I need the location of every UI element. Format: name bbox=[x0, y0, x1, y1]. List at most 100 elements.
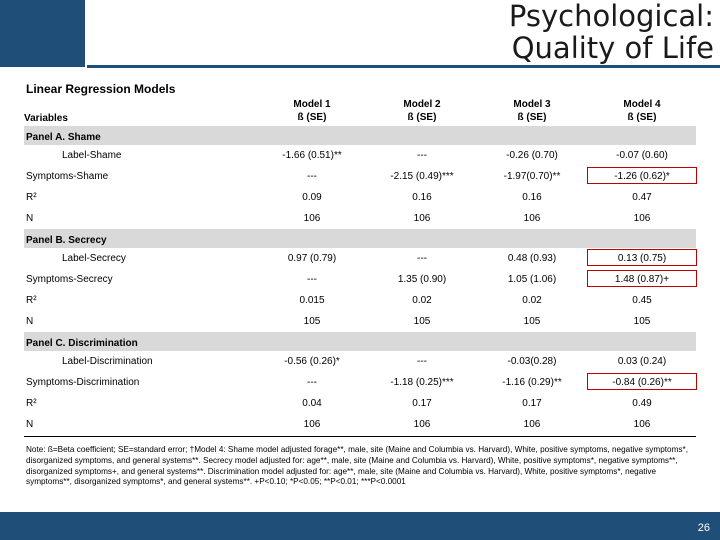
table-cell: 105 bbox=[633, 316, 651, 327]
table-row: Label-Discrimination -0.56 (0.26)* --- -… bbox=[24, 351, 696, 372]
model-1-stat: ß (SE) bbox=[297, 112, 327, 123]
table-cell: 105 bbox=[523, 316, 541, 327]
table-cell: 105 bbox=[413, 316, 431, 327]
table-cell: 0.04 bbox=[302, 398, 322, 409]
footer-bar: 26 bbox=[0, 512, 720, 540]
table-cell: -1.66 (0.51)** bbox=[282, 150, 342, 161]
row-label: R² bbox=[26, 398, 37, 409]
model-2-header: Model 2 ß (SE) bbox=[367, 98, 477, 124]
table-cell: 0.97 (0.79) bbox=[287, 253, 337, 264]
row-label: R² bbox=[26, 295, 37, 306]
table-cell: --- bbox=[307, 274, 317, 285]
table-row: Symptoms-Shame --- -2.15 (0.49)*** -1.97… bbox=[24, 166, 697, 187]
table-cell: 1.35 (0.90) bbox=[397, 274, 447, 285]
row-label: N bbox=[26, 316, 34, 327]
table-cell: --- bbox=[307, 171, 317, 182]
row-label: N bbox=[26, 419, 34, 430]
table-row: R² 0.04 0.17 0.17 0.49 bbox=[24, 393, 696, 414]
table-row: N 106 106 106 106 bbox=[24, 414, 696, 435]
table-cell: --- bbox=[417, 253, 427, 264]
table-cell: 0.45 bbox=[632, 295, 652, 306]
model-1-name: Model 1 bbox=[293, 99, 331, 110]
variables-header: Variables bbox=[24, 113, 68, 124]
table-bottom-rule bbox=[24, 436, 696, 437]
table-cell: -0.07 (0.60) bbox=[616, 150, 668, 161]
table-cell: 105 bbox=[303, 316, 321, 327]
table-row: Label-Secrecy 0.97 (0.79) --- 0.48 (0.93… bbox=[24, 248, 697, 269]
table-cell: 1.05 (1.06) bbox=[507, 274, 557, 285]
table-cell: 0.015 bbox=[299, 295, 325, 306]
highlighted-cell: 0.13 (0.75) bbox=[587, 249, 697, 266]
table-cell: 0.02 bbox=[522, 295, 542, 306]
table-cell: 106 bbox=[523, 419, 541, 430]
panel-c-header: Panel C. Discrimination bbox=[24, 332, 696, 351]
table-cell: --- bbox=[307, 377, 317, 388]
table-cell: 0.49 bbox=[632, 398, 652, 409]
row-label: Symptoms-Shame bbox=[26, 171, 109, 182]
table-row: Label-Shame -1.66 (0.51)** --- -0.26 (0.… bbox=[24, 145, 696, 166]
table-cell: -0.03(0.28) bbox=[507, 356, 557, 367]
table-row: N 106 106 106 106 bbox=[24, 208, 696, 229]
header-rule bbox=[87, 65, 720, 68]
table-cell: 0.17 bbox=[522, 398, 542, 409]
table-cell: 106 bbox=[523, 213, 541, 224]
slide-title-line-1: Psychological: bbox=[508, 0, 714, 33]
table-cell: 0.03 (0.24) bbox=[617, 356, 667, 367]
model-4-stat: ß (SE) bbox=[627, 112, 657, 123]
table-cell: 106 bbox=[413, 213, 431, 224]
panel-c-title: Panel C. Discrimination bbox=[26, 338, 138, 349]
table-cell: 0.09 bbox=[302, 192, 322, 203]
panel-a-header: Panel A. Shame bbox=[24, 126, 696, 145]
model-2-stat: ß (SE) bbox=[407, 112, 437, 123]
table-cell: 106 bbox=[303, 419, 321, 430]
table-row: Symptoms-Discrimination --- -1.18 (0.25)… bbox=[24, 372, 697, 393]
row-label: Symptoms-Discrimination bbox=[26, 377, 140, 388]
table-cell: -1.18 (0.25)*** bbox=[390, 377, 454, 388]
model-3-header: Model 3 ß (SE) bbox=[477, 98, 587, 124]
table-cell: --- bbox=[417, 356, 427, 367]
table-cell: 0.48 (0.93) bbox=[507, 253, 557, 264]
row-label: N bbox=[26, 213, 34, 224]
row-label: Label-Secrecy bbox=[62, 253, 126, 264]
highlighted-cell: -1.26 (0.62)* bbox=[587, 167, 697, 184]
table-cell: 0.17 bbox=[412, 398, 432, 409]
table-cell: 0.16 bbox=[412, 192, 432, 203]
panel-b-header: Panel B. Secrecy bbox=[24, 229, 696, 248]
table-cell: -1.97(0.70)** bbox=[503, 171, 561, 182]
table-row: R² 0.09 0.16 0.16 0.47 bbox=[24, 187, 696, 208]
table-cell: 106 bbox=[633, 213, 651, 224]
regression-table: Variables Model 1 ß (SE) Model 2 ß (SE) Mo… bbox=[24, 94, 697, 437]
table-cell: -0.26 (0.70) bbox=[506, 150, 558, 161]
table-row: N 105 105 105 105 bbox=[24, 311, 696, 332]
table-cell: 0.47 bbox=[632, 192, 652, 203]
slide-subtitle: Linear Regression Models bbox=[26, 82, 176, 96]
table-cell: 0.16 bbox=[522, 192, 542, 203]
table-cell: 106 bbox=[303, 213, 321, 224]
highlighted-cell: -0.84 (0.26)** bbox=[587, 373, 697, 390]
model-4-header: Model 4 ß (SE) bbox=[587, 98, 697, 124]
table-row: Symptoms-Secrecy --- 1.35 (0.90) 1.05 (1… bbox=[24, 269, 697, 290]
table-cell: 106 bbox=[413, 419, 431, 430]
table-cell: -0.56 (0.26)* bbox=[284, 356, 340, 367]
model-2-name: Model 2 bbox=[403, 99, 441, 110]
model-3-name: Model 3 bbox=[513, 99, 551, 110]
model-3-stat: ß (SE) bbox=[517, 112, 547, 123]
table-cell: 0.02 bbox=[412, 295, 432, 306]
slide-title-line-2: Quality of Life bbox=[511, 31, 714, 65]
table-header: Variables Model 1 ß (SE) Model 2 ß (SE) Mo… bbox=[24, 94, 696, 126]
table-cell: -1.16 (0.29)** bbox=[502, 377, 562, 388]
header-accent-block bbox=[0, 0, 85, 67]
row-label: Symptoms-Secrecy bbox=[26, 274, 113, 285]
table-row: R² 0.015 0.02 0.02 0.45 bbox=[24, 290, 696, 311]
table-cell: -2.15 (0.49)*** bbox=[390, 171, 454, 182]
model-1-header: Model 1 ß (SE) bbox=[257, 98, 367, 124]
row-label: R² bbox=[26, 192, 37, 203]
row-label: Label-Discrimination bbox=[62, 356, 153, 367]
page-number: 26 bbox=[697, 522, 710, 534]
row-label: Label-Shame bbox=[62, 150, 122, 161]
panel-b-title: Panel B. Secrecy bbox=[26, 235, 107, 246]
slide-title: Psychological: Quality of Life bbox=[509, 0, 714, 64]
panel-a-title: Panel A. Shame bbox=[26, 132, 101, 143]
highlighted-cell: 1.48 (0.87)+ bbox=[587, 270, 697, 287]
table-cell: --- bbox=[417, 150, 427, 161]
